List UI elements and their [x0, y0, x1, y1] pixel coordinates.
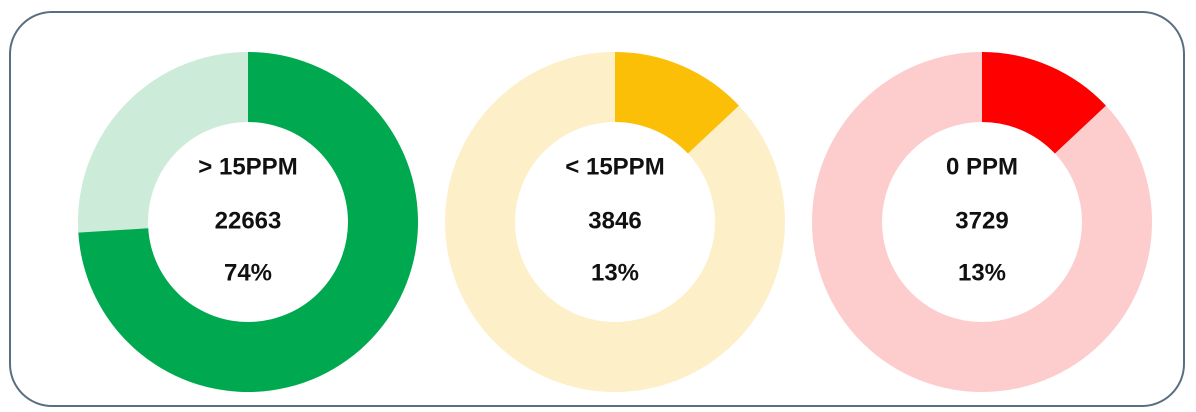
donut-title: > 15PPM	[198, 153, 297, 180]
donut-title: 0 PPM	[946, 153, 1018, 180]
donut-count: 3846	[588, 207, 641, 234]
donut-title: < 15PPM	[565, 153, 664, 180]
donut-percent: 13%	[958, 259, 1006, 286]
donut-segment	[615, 52, 739, 154]
donut-percent: 13%	[591, 259, 639, 286]
donut-segment	[982, 52, 1106, 154]
donut-segment	[78, 52, 419, 392]
donut-percent: 74%	[224, 259, 272, 286]
donut-count: 22663	[215, 207, 282, 234]
donut-count: 3729	[955, 207, 1008, 234]
